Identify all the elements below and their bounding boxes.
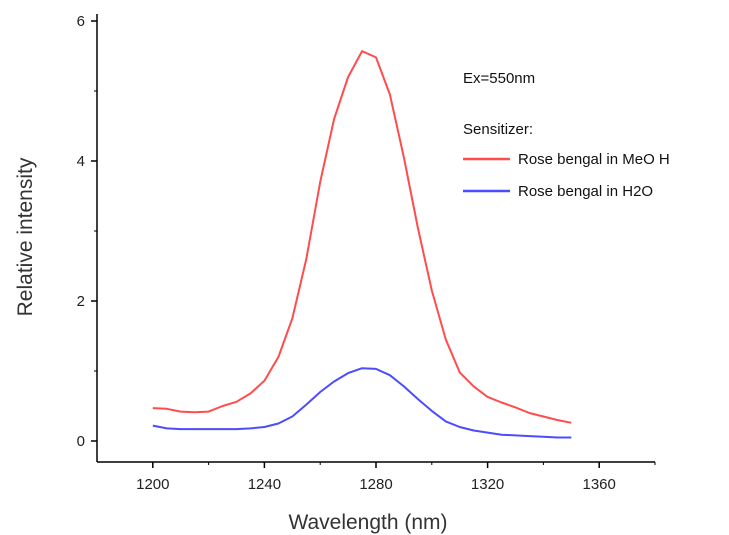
y-tick-label: 6 — [77, 13, 85, 30]
x-tick-label: 1200 — [136, 476, 169, 493]
y-tick-label: 2 — [77, 293, 85, 310]
legend-label-1: Rose bengal in MeO H — [518, 151, 670, 168]
x-tick-label: 1320 — [471, 476, 504, 493]
annotation-excitation: Ex=550nm — [463, 70, 535, 87]
axes — [96, 14, 655, 463]
annotation-sensitizer: Sensitizer: — [463, 121, 533, 138]
x-tick-label: 1280 — [359, 476, 392, 493]
x-tick-label: 1240 — [248, 476, 281, 493]
x-axis-title: Wavelength (nm) — [288, 511, 447, 534]
series-line-2 — [152, 367, 572, 439]
x-tick-label: 1360 — [583, 476, 616, 493]
legend: Rose bengal in MeO H Rose bengal in H2O — [463, 151, 670, 200]
y-axis-title: Relative intensity — [14, 157, 37, 316]
series-group — [152, 50, 572, 439]
y-tick-label: 0 — [77, 433, 85, 450]
legend-label-2: Rose bengal in H2O — [518, 183, 653, 200]
series-line-1 — [152, 50, 572, 424]
ticks: 1200 1240 1280 1320 1360 0 2 4 6 — [77, 13, 656, 493]
y-tick-label: 4 — [77, 153, 85, 170]
